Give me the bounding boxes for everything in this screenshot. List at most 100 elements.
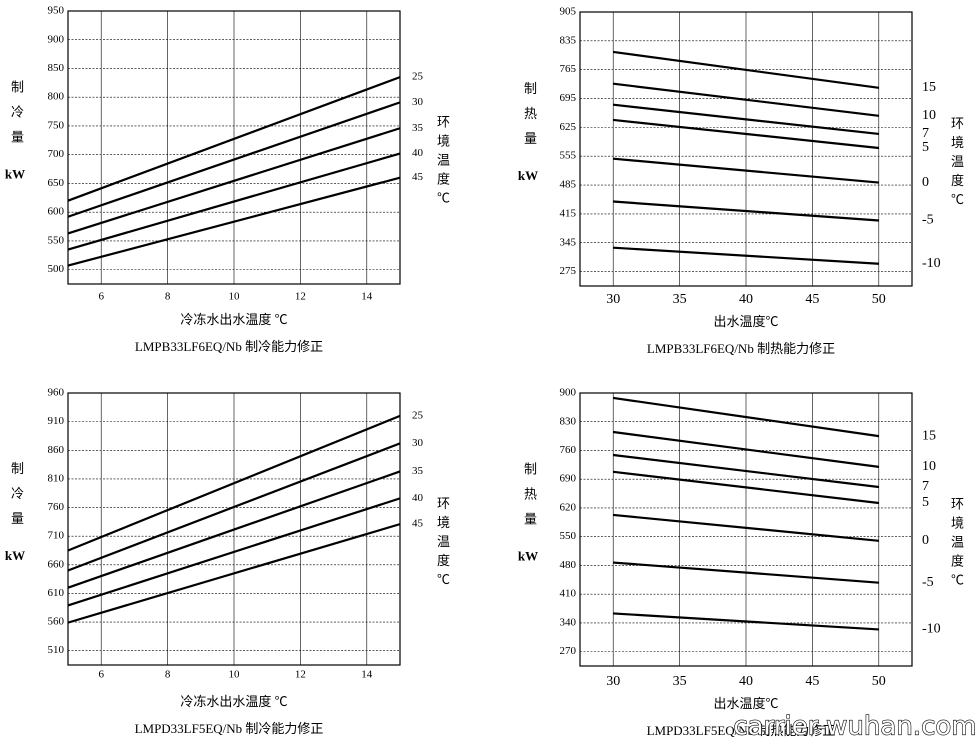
y-tick-label: 485 (560, 179, 577, 191)
series-line (613, 513, 879, 542)
y-tick-label: 710 (48, 530, 65, 542)
x-tick-label: 50 (872, 674, 886, 689)
chart-title: LMPD33LF5EQ/Nb 制冷能力修正 (135, 721, 324, 736)
series-label: 10 (922, 459, 936, 474)
y-tick-label: 900 (48, 33, 65, 45)
legend-title: 环境温度℃ (949, 497, 964, 592)
y-tick-label: 810 (48, 472, 65, 484)
series-label: 40 (412, 492, 424, 504)
plot-frame (67, 10, 401, 285)
series-label: -5 (922, 213, 934, 228)
x-tick-label: 14 (361, 291, 373, 303)
x-tick-label: 12 (295, 669, 306, 681)
series-label: 10 (922, 108, 936, 123)
y-tick-label: 700 (48, 148, 65, 160)
x-tick-label: 40 (739, 674, 753, 689)
series-label: 25 (412, 409, 424, 421)
series-line (613, 561, 879, 584)
y-axis-unit: kW (518, 548, 538, 563)
series-label: 7 (922, 126, 929, 141)
y-tick-label: 860 (48, 444, 65, 456)
series-label: 45 (412, 171, 424, 183)
series-label: 35 (412, 122, 424, 134)
y-tick-label: 275 (560, 265, 577, 277)
series-label: 5 (922, 140, 929, 155)
plot-frame (579, 11, 913, 287)
series-line (67, 127, 401, 235)
y-tick-label: 345 (560, 236, 577, 248)
x-tick-label: 10 (229, 669, 241, 681)
series-label: 7 (922, 479, 929, 494)
series-label: 35 (412, 465, 424, 477)
x-tick-label: 35 (673, 674, 687, 689)
series-line (613, 470, 879, 505)
y-tick-label: 695 (560, 92, 577, 104)
y-tick-label: 660 (48, 558, 65, 570)
y-tick-label: 510 (48, 644, 65, 656)
y-tick-label: 560 (48, 616, 65, 628)
x-tick-label: 45 (805, 674, 819, 689)
chart-title: LMPB33LF6EQ/Nb 制冷能力修正 (135, 339, 323, 354)
series-line (67, 101, 401, 218)
y-tick-label: 830 (560, 415, 577, 427)
x-axis-label: 冷冻水出水温度 ℃ (180, 312, 287, 327)
x-tick-label: 30 (606, 292, 620, 307)
series-line (613, 612, 879, 631)
y-tick-label: 900 (560, 387, 577, 399)
x-tick-label: 30 (606, 674, 620, 689)
y-tick-label: 340 (560, 616, 577, 628)
x-tick-label: 45 (805, 292, 819, 307)
legend-title: 环境温度℃ (949, 117, 964, 212)
series-label: 40 (412, 147, 424, 159)
series-label: 0 (922, 175, 929, 190)
y-tick-label: 410 (560, 588, 577, 600)
y-tick-label: 835 (560, 34, 577, 46)
series-line (67, 442, 401, 572)
plot-frame (67, 392, 401, 666)
y-axis-unit: kW (518, 168, 538, 183)
x-tick-label: 8 (165, 669, 171, 681)
series-line (613, 200, 879, 222)
y-tick-label: 960 (48, 387, 65, 399)
series-line (67, 497, 401, 607)
x-tick-label: 8 (165, 291, 171, 303)
y-tick-label: 765 (560, 63, 577, 75)
series-label: 15 (922, 80, 936, 95)
y-tick-label: 270 (560, 645, 577, 657)
series-label: -10 (922, 256, 941, 271)
y-tick-label: 650 (48, 177, 65, 189)
y-axis-label: 制热量 (522, 82, 537, 157)
series-label: 25 (412, 71, 424, 83)
series-label: -10 (922, 622, 941, 637)
x-tick-label: 50 (872, 292, 886, 307)
x-axis-label: 出水温度℃ (713, 696, 778, 711)
x-axis-label: 出水温度℃ (713, 314, 778, 329)
y-tick-label: 620 (560, 501, 577, 513)
series-line (613, 453, 879, 489)
y-tick-label: 690 (560, 473, 577, 485)
series-line (613, 396, 879, 438)
series-label: 15 (922, 428, 936, 443)
y-tick-label: 550 (48, 234, 65, 246)
plot-frame (579, 392, 913, 667)
x-tick-label: 6 (98, 669, 104, 681)
series-label: -5 (922, 575, 934, 590)
y-axis-unit: kW (5, 548, 25, 563)
series-line (613, 246, 879, 265)
y-tick-label: 610 (48, 587, 65, 599)
y-tick-label: 905 (560, 6, 577, 18)
series-line (613, 103, 879, 136)
series-line (67, 523, 401, 624)
x-tick-label: 14 (361, 669, 373, 681)
watermark: carrier-wuhan.com (733, 712, 976, 742)
x-axis-label: 冷冻水出水温度 ℃ (180, 694, 287, 709)
series-label: 5 (922, 495, 929, 510)
y-tick-label: 500 (48, 263, 65, 275)
series-line (67, 152, 401, 251)
y-axis-unit: kW (5, 166, 25, 181)
x-tick-label: 12 (295, 291, 306, 303)
y-axis-label: 制热量 (522, 462, 537, 537)
